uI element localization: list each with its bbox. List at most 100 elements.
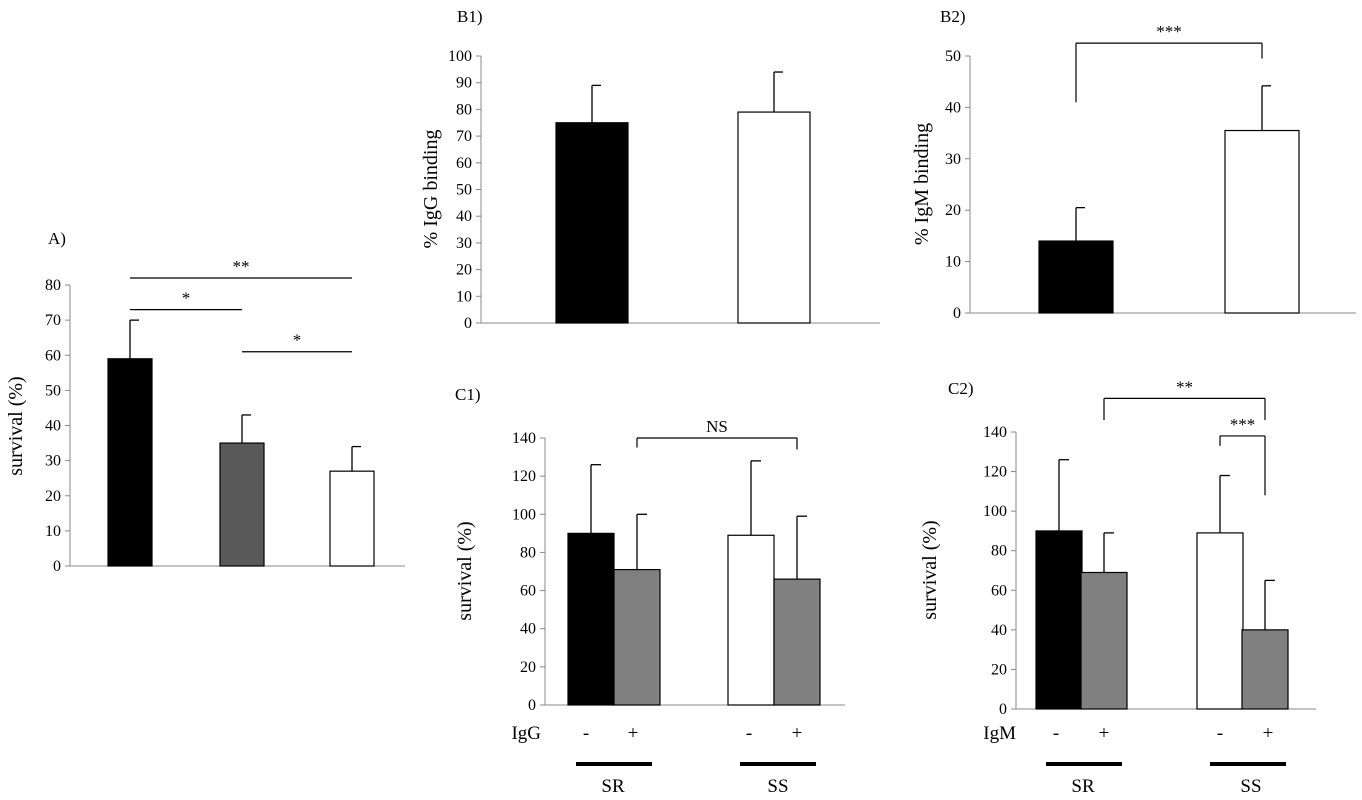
- panel-a-y-tick-label: 10: [45, 523, 61, 540]
- panel-c2-sign-4: +: [1263, 723, 1274, 744]
- panel-c1-bar-4: [773, 578, 821, 706]
- panel-c1-y-tick-label: 100: [512, 506, 536, 523]
- panel-c2-group-bar-ss: [1210, 762, 1286, 766]
- panel-c1-sign-3: -: [746, 723, 752, 744]
- panel-b2-y-tick-label: 0: [953, 305, 961, 322]
- panel-b1-y-tick-label: 60: [456, 155, 472, 172]
- panel-b2-significance: ***: [1075, 22, 1263, 103]
- panel-c1-group-bar-sr: [576, 762, 652, 766]
- panel-c2-significance-label-1: **: [1176, 377, 1193, 396]
- panel-b2-bar-1: [1038, 240, 1114, 314]
- panel-c1-y-tick-label: 120: [512, 468, 536, 485]
- panel-a-label: A): [48, 229, 66, 248]
- panel-c1-axes: 0 20 40 60 80 100 120 140: [512, 430, 845, 714]
- panel-a-y-tick-label: 0: [53, 558, 61, 575]
- panel-c2-y-tick-label: 20: [991, 661, 1007, 678]
- panel-c2-group-bar-sr: [1046, 762, 1122, 766]
- panel-b2-y-tick-label: 20: [945, 202, 961, 219]
- panel-b2-chart: B2) % IgM binding 0 10 20 30 40 50 ***: [911, 7, 1356, 322]
- panel-c2-y-tick-label: 140: [983, 424, 1007, 441]
- panel-b2-axes: 0 10 20 30 40 50: [945, 48, 1356, 322]
- panel-b1-y-tick-label: 10: [456, 288, 472, 305]
- panel-b1-label: B1): [457, 7, 483, 26]
- panel-a-y-axis-title: survival (%): [5, 376, 27, 475]
- panel-c1-group-ss: SS: [767, 776, 788, 797]
- panel-c1-label: C1): [455, 385, 481, 404]
- panel-c1-chart: C1) survival (%) 0 20 40 60 80 100 120 140 NS I…: [454, 385, 845, 797]
- panel-c2-group-sr: SR: [1071, 776, 1095, 797]
- panel-c2-treatment-label: IgM: [983, 723, 1016, 744]
- panel-c1-sign-2: +: [628, 723, 639, 744]
- panel-c2-y-axis-title: survival (%): [919, 520, 941, 619]
- panel-c2-significance: *****: [1103, 377, 1266, 496]
- panel-c2-y-tick-label: 40: [991, 622, 1007, 639]
- panel-b1-y-tick-label: 40: [456, 208, 472, 225]
- panel-c1-sign-1: -: [583, 723, 589, 744]
- panel-a-bar-2: [219, 442, 265, 567]
- panel-c1-treatment-label: IgG: [511, 723, 541, 744]
- panel-a-y-tick-label: 80: [45, 277, 61, 294]
- panel-c2-y-tick-label: 60: [991, 582, 1007, 599]
- panel-b2-y-tick-label: 40: [945, 99, 961, 116]
- panel-b1-y-axis-title: % IgG binding: [420, 130, 442, 249]
- panel-c1-y-tick-label: 0: [528, 697, 536, 714]
- panel-c1-y-axis-title: survival (%): [454, 521, 476, 620]
- panel-a-axes: 0 10 20 30 40 50 60 70 80: [45, 277, 405, 575]
- panel-a-y-tick-label: 50: [45, 382, 61, 399]
- panel-a-bar-1: [107, 358, 153, 567]
- panel-b2-y-tick-label: 30: [945, 151, 961, 168]
- panel-b1-y-tick-label: 80: [456, 101, 472, 118]
- panel-c1-bar-2: [613, 568, 661, 706]
- panel-a-significance: ****: [130, 257, 352, 353]
- panel-a-y-tick-label: 30: [45, 453, 61, 470]
- panel-a-y-tick-label: 20: [45, 488, 61, 505]
- panel-b1-y-tick-label: 90: [456, 75, 472, 92]
- panel-a-bar-3: [329, 470, 375, 567]
- panel-c2-sign-3: -: [1217, 723, 1223, 744]
- panel-b1-y-tick-label: 20: [456, 262, 472, 279]
- panel-a-significance-label-2: **: [233, 257, 250, 276]
- panel-c2-bar-4: [1241, 629, 1289, 710]
- panel-b2-y-tick-label: 10: [945, 254, 961, 271]
- panel-b2-label: B2): [940, 7, 966, 26]
- panel-b2-y-tick-label: 50: [945, 48, 961, 65]
- panel-c1-y-tick-label: 40: [520, 621, 536, 638]
- panel-a-y-tick-label: 40: [45, 418, 61, 435]
- panel-b1-y-tick-label: 0: [464, 315, 472, 332]
- panel-c1-y-tick-label: 80: [520, 544, 536, 561]
- panel-c2-label: C2): [948, 379, 974, 398]
- panel-c2-bar-3: [1196, 532, 1244, 710]
- panel-c1-bar-1: [567, 532, 615, 706]
- panel-b2-y-axis-title: % IgM binding: [911, 123, 933, 245]
- panel-b2-bars: [1038, 85, 1300, 314]
- panel-b1-bar-2: [737, 111, 811, 324]
- panel-c2-y-tick-label: 100: [983, 503, 1007, 520]
- panel-b1-y-tick-label: 30: [456, 235, 472, 252]
- panel-b1-y-tick-label: 50: [456, 182, 472, 199]
- panel-b1-bar-1: [555, 122, 629, 324]
- panel-c2-group-ss: SS: [1240, 776, 1261, 797]
- panel-c2-y-tick-label: 120: [983, 464, 1007, 481]
- panel-b1-axes: 0 10 20 30 40 50 60 70 80 90 100: [448, 48, 880, 332]
- panel-c2-sign-2: +: [1099, 723, 1110, 744]
- panel-b2-bar-2: [1224, 129, 1300, 314]
- panel-c1-group-sr: SR: [601, 776, 625, 797]
- panel-b1-chart: B1) % IgG binding 0 10 20 30 40 50 60 70 80 90 100: [420, 7, 880, 332]
- panel-c1-y-tick-label: 20: [520, 659, 536, 676]
- panel-c2-bars: [1035, 459, 1289, 710]
- panel-c2-bar-2: [1080, 571, 1128, 710]
- panel-c2-y-tick-label: 0: [999, 701, 1007, 718]
- panel-a-y-tick-label: 60: [45, 347, 61, 364]
- panel-c1-significance: NS: [636, 417, 798, 450]
- panel-c1-y-tick-label: 140: [512, 430, 536, 447]
- panel-c1-group-bar-ss: [740, 762, 816, 766]
- panel-b1-y-tick-label: 70: [456, 128, 472, 145]
- panel-b2-significance-label-1: ***: [1156, 22, 1182, 41]
- panel-a-significance-label-3: *: [293, 331, 302, 350]
- panel-c2-sign-1: -: [1053, 723, 1059, 744]
- panel-c1-bars: [567, 460, 821, 706]
- panel-c2-bar-1: [1035, 530, 1083, 710]
- panel-c2-significance-label-2: ***: [1230, 415, 1256, 434]
